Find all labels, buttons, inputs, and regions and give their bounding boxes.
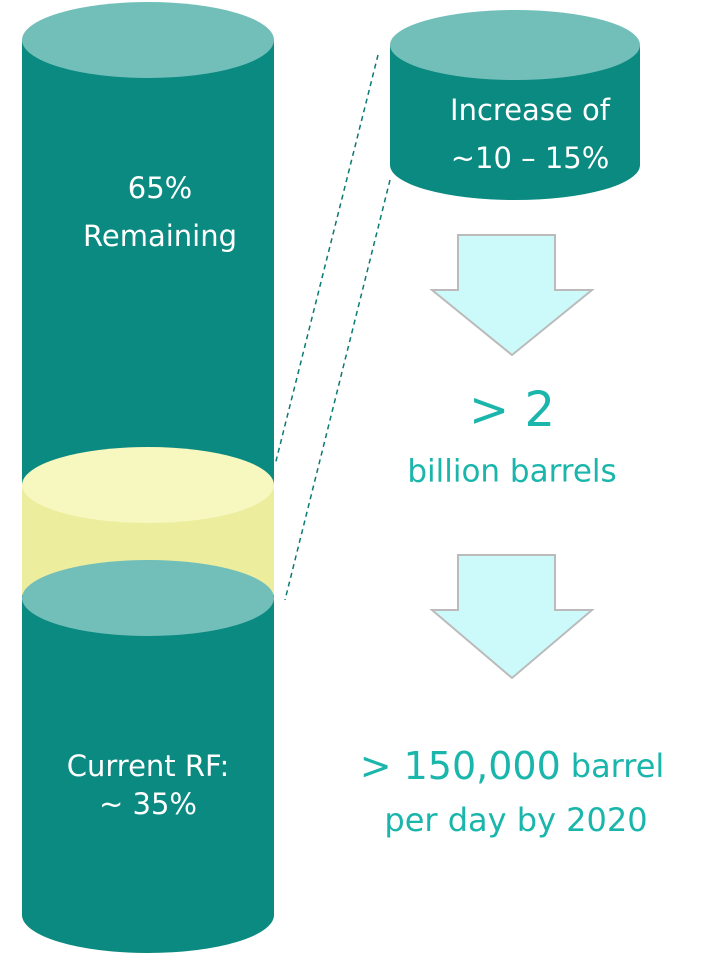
result-unit: barrel xyxy=(571,747,665,785)
result-unit: per day by 2020 xyxy=(384,801,647,839)
connector xyxy=(275,55,378,465)
label: Current RF: xyxy=(67,749,230,783)
connector xyxy=(285,180,390,600)
result-value: > 150,000 xyxy=(360,744,561,788)
result-unit: billion barrels xyxy=(407,454,616,490)
result-value: > 2 xyxy=(469,382,555,438)
label: Remaining xyxy=(83,219,237,253)
result-line: > 150,000 barrel xyxy=(360,744,665,788)
arrow xyxy=(432,235,592,355)
label: ~ 35% xyxy=(99,787,197,821)
diagram: 65% Remaining Current RF: ~ 35% Increase… xyxy=(0,0,710,954)
label: Increase of xyxy=(450,93,611,127)
label: ~10 – 15% xyxy=(451,141,610,175)
arrow xyxy=(432,555,592,678)
label: 65% xyxy=(128,171,192,205)
